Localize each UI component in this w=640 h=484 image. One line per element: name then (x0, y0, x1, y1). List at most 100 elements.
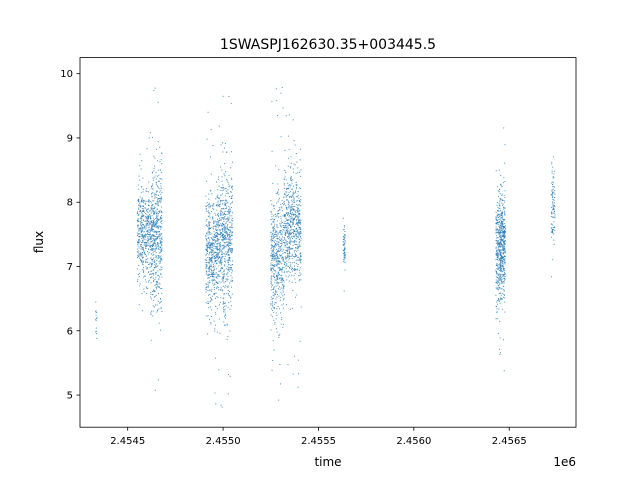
data-point (221, 262, 223, 264)
data-point (298, 228, 300, 230)
data-point (343, 290, 345, 292)
data-point (503, 268, 505, 270)
data-point (292, 223, 294, 225)
data-point (231, 252, 233, 254)
data-point (146, 242, 148, 244)
data-point (271, 233, 273, 235)
data-point (216, 223, 218, 225)
data-point (344, 236, 346, 238)
data-point (499, 264, 501, 266)
data-point (275, 255, 277, 257)
data-point (231, 243, 233, 245)
data-point (226, 151, 228, 153)
data-point (207, 241, 209, 243)
data-point (498, 249, 500, 251)
data-point (297, 386, 299, 388)
data-point (498, 245, 500, 247)
data-point (552, 208, 554, 210)
data-point (153, 222, 155, 224)
data-point (281, 257, 283, 259)
data-point (152, 310, 154, 312)
data-point (286, 230, 288, 232)
data-point (159, 261, 161, 263)
data-point (209, 258, 211, 260)
data-point (344, 240, 346, 242)
data-point (501, 249, 503, 251)
data-point (216, 243, 218, 245)
data-point (150, 271, 152, 273)
data-point (554, 193, 556, 195)
data-point (502, 221, 504, 223)
data-point (150, 339, 152, 341)
data-point (271, 271, 273, 273)
data-point (274, 242, 276, 244)
data-point (296, 232, 298, 234)
data-point (502, 260, 504, 262)
data-point (293, 205, 295, 207)
data-point (279, 260, 281, 262)
data-point (151, 196, 153, 198)
data-point (222, 278, 224, 280)
data-point (343, 249, 345, 251)
data-point (223, 242, 225, 244)
data-point (283, 193, 285, 195)
data-point (137, 200, 139, 202)
data-point (217, 240, 219, 242)
data-point (154, 243, 156, 245)
data-point (207, 210, 209, 212)
data-point (226, 253, 228, 255)
data-point (154, 285, 156, 287)
data-point (155, 283, 157, 285)
data-point (278, 261, 280, 263)
data-point (152, 228, 154, 230)
data-point (278, 260, 280, 262)
x-tick-label: 2.4550 (206, 436, 241, 447)
data-point (274, 265, 276, 267)
data-point (219, 225, 221, 227)
data-point (290, 229, 292, 231)
data-point (157, 215, 159, 217)
data-point (212, 208, 214, 210)
data-point (159, 188, 161, 190)
data-point (503, 219, 505, 221)
data-point (503, 249, 505, 251)
data-point (552, 233, 554, 235)
data-point (151, 273, 153, 275)
data-point (495, 217, 497, 219)
data-point (206, 211, 208, 213)
data-point (342, 238, 344, 240)
data-point (275, 165, 277, 167)
data-point (205, 237, 207, 239)
data-point (496, 272, 498, 274)
data-point (229, 237, 231, 239)
data-point (270, 314, 272, 316)
data-point (288, 246, 290, 248)
data-point (150, 212, 152, 214)
data-point (145, 207, 147, 209)
data-point (503, 290, 505, 292)
data-point (495, 246, 497, 248)
data-point (208, 294, 210, 296)
data-point (209, 244, 211, 246)
data-point (215, 228, 217, 230)
data-point (158, 201, 160, 203)
data-point (208, 202, 210, 204)
data-point (205, 265, 207, 267)
data-point (288, 246, 290, 248)
data-point (209, 277, 211, 279)
data-point (208, 212, 210, 214)
data-point (140, 230, 142, 232)
data-point (275, 233, 277, 235)
data-point (277, 250, 279, 252)
data-point (160, 259, 162, 261)
data-point (205, 288, 207, 290)
data-point (499, 246, 501, 248)
data-point (283, 237, 285, 239)
y-tick-label: 5 (67, 391, 73, 402)
data-point (552, 186, 554, 188)
data-point (298, 226, 300, 228)
data-point (215, 236, 217, 238)
data-point (230, 267, 232, 269)
data-point (141, 233, 143, 235)
data-point (278, 277, 280, 279)
